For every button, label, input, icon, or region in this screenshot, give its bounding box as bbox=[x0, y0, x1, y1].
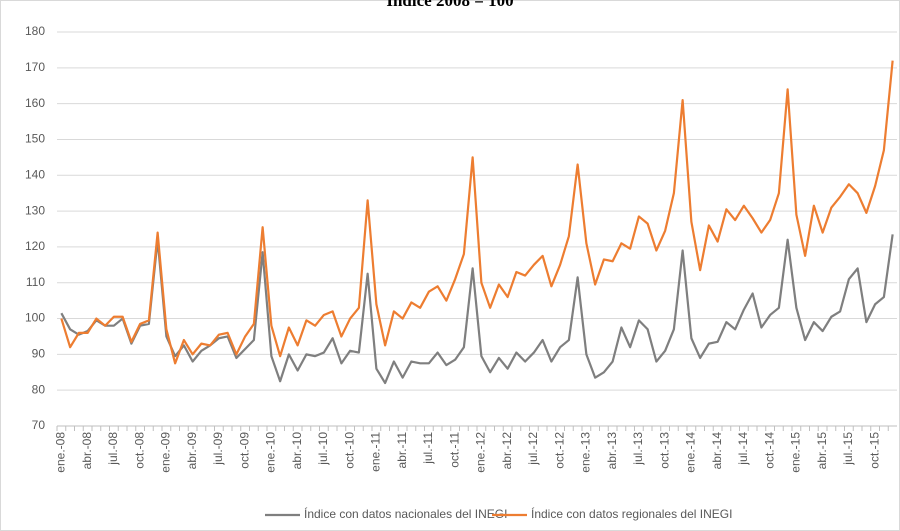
x-tick-label: oct.-13 bbox=[657, 432, 671, 469]
y-tick-label: 160 bbox=[25, 96, 45, 110]
x-tick-label: ene.-11 bbox=[369, 432, 383, 472]
legend-label: Índice con datos nacionales del INEGI bbox=[304, 506, 507, 521]
x-tick-label: abr.-12 bbox=[500, 432, 514, 470]
x-tick-label: oct.-08 bbox=[132, 432, 146, 469]
chart-title: Índice 2008 = 100 bbox=[386, 0, 513, 10]
x-tick-label: abr.-11 bbox=[395, 432, 409, 469]
x-tick-label: abr.-08 bbox=[80, 432, 94, 470]
x-tick-label: oct.-11 bbox=[447, 432, 461, 468]
y-tick-label: 180 bbox=[25, 24, 45, 38]
series-line bbox=[60, 60, 894, 365]
x-tick-label: jul.-09 bbox=[211, 432, 225, 466]
x-tick-label: jul.-12 bbox=[526, 432, 540, 466]
y-tick-label: 170 bbox=[25, 60, 45, 74]
x-tick-label: oct.-09 bbox=[237, 432, 251, 469]
x-tick-label: oct.-14 bbox=[762, 432, 776, 469]
x-tick-label: ene.-15 bbox=[789, 432, 803, 473]
x-tick-label: jul.-10 bbox=[316, 432, 330, 466]
x-tick-label: jul.-13 bbox=[631, 432, 645, 466]
x-tick-label: ene.-08 bbox=[54, 432, 68, 473]
x-tick-label: jul.-14 bbox=[736, 432, 750, 466]
x-tick-label: oct.-10 bbox=[342, 432, 356, 469]
x-tick-label: abr.-13 bbox=[605, 432, 619, 470]
y-tick-label: 100 bbox=[25, 311, 45, 325]
x-tick-label: oct.-15 bbox=[867, 432, 881, 469]
y-tick-label: 120 bbox=[25, 239, 45, 253]
x-tick-label: abr.-15 bbox=[815, 432, 829, 470]
y-tick-label: 130 bbox=[25, 203, 45, 217]
legend-label: Índice con datos regionales del INEGI bbox=[531, 506, 732, 521]
y-tick-label: 150 bbox=[25, 132, 45, 146]
x-tick-label: abr.-14 bbox=[710, 432, 724, 470]
x-tick-label: ene.-09 bbox=[159, 432, 173, 473]
y-tick-label: 80 bbox=[32, 382, 46, 396]
x-tick-label: jul.-08 bbox=[106, 432, 120, 466]
y-tick-label: 70 bbox=[32, 418, 46, 432]
x-tick-label: jul.-11 bbox=[421, 432, 435, 465]
y-tick-label: 90 bbox=[32, 347, 46, 361]
x-tick-label: ene.-10 bbox=[264, 432, 278, 473]
y-tick-label: 140 bbox=[25, 167, 45, 181]
x-tick-label: oct.-12 bbox=[552, 432, 566, 469]
x-tick-label: abr.-10 bbox=[290, 432, 304, 470]
x-tick-label: ene.-14 bbox=[684, 432, 698, 473]
y-tick-label: 110 bbox=[26, 275, 45, 289]
x-tick-label: ene.-12 bbox=[474, 432, 488, 473]
x-tick-label: abr.-09 bbox=[185, 432, 199, 470]
x-tick-label: ene.-13 bbox=[579, 432, 593, 473]
series-line bbox=[60, 234, 894, 385]
x-tick-label: jul.-15 bbox=[841, 432, 855, 466]
